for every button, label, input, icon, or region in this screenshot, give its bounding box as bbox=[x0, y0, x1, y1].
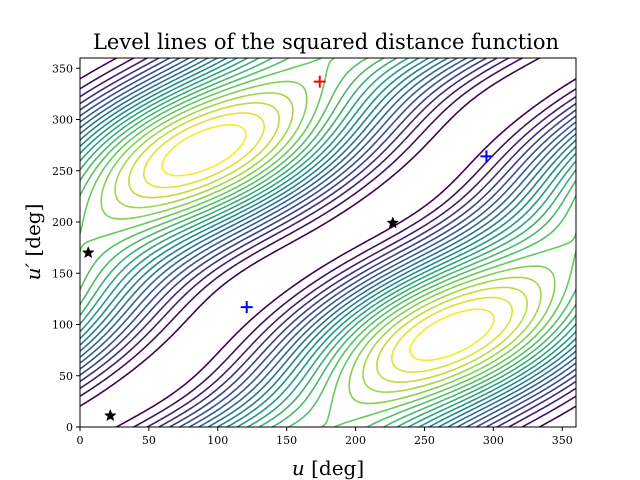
x-tick-label: 100 bbox=[207, 434, 228, 447]
plot-frame bbox=[79, 57, 577, 428]
chart-markers bbox=[81, 75, 493, 422]
contour-lines bbox=[80, 58, 576, 427]
y-axis-variable: u′ bbox=[21, 263, 45, 281]
contour-level-22 bbox=[161, 123, 495, 362]
x-tick-label: 200 bbox=[345, 434, 366, 447]
y-tick-label: 250 bbox=[52, 165, 73, 178]
x-tick-label: 300 bbox=[483, 434, 504, 447]
contour-level-20 bbox=[128, 102, 528, 383]
star-marker bbox=[103, 409, 117, 422]
x-tick-label: 150 bbox=[276, 434, 297, 447]
contour-level-8 bbox=[80, 58, 576, 427]
x-axis-variable: u bbox=[292, 456, 305, 480]
y-tick-label: 200 bbox=[52, 216, 73, 229]
x-tick-label: 250 bbox=[414, 434, 435, 447]
x-axis-unit: [deg] bbox=[311, 456, 364, 480]
x-tick-label: 350 bbox=[552, 434, 573, 447]
plus-marker bbox=[240, 301, 253, 314]
y-tick-label: 300 bbox=[52, 114, 73, 127]
contour-level-6 bbox=[80, 58, 576, 427]
y-tick-label: 350 bbox=[52, 62, 73, 75]
x-tick-label: 0 bbox=[77, 434, 84, 447]
y-tick-label: 0 bbox=[66, 421, 73, 434]
contour-level-19 bbox=[114, 92, 542, 393]
y-axis-unit: [deg] bbox=[21, 204, 45, 257]
plus-marker bbox=[480, 150, 493, 163]
x-axis-ticks: 0 50 100 150 200 250 300 350 bbox=[77, 427, 573, 447]
chart-title: Level lines of the squared distance func… bbox=[93, 30, 559, 54]
contour-level-18 bbox=[100, 80, 556, 405]
star-marker bbox=[81, 246, 95, 259]
plot-area bbox=[79, 57, 577, 428]
y-tick-label: 50 bbox=[59, 370, 73, 383]
x-tick-label: 50 bbox=[142, 434, 156, 447]
x-axis-label: u [deg] bbox=[292, 456, 364, 480]
y-tick-label: 100 bbox=[52, 319, 73, 332]
contour-level-21 bbox=[143, 112, 513, 373]
plus-marker bbox=[313, 75, 326, 88]
y-tick-label: 150 bbox=[52, 267, 73, 280]
y-axis-ticks: 0 50 100 150 200 250 300 350 bbox=[52, 62, 80, 434]
y-axis-label: u′ [deg] bbox=[21, 204, 45, 281]
star-marker bbox=[386, 216, 400, 229]
